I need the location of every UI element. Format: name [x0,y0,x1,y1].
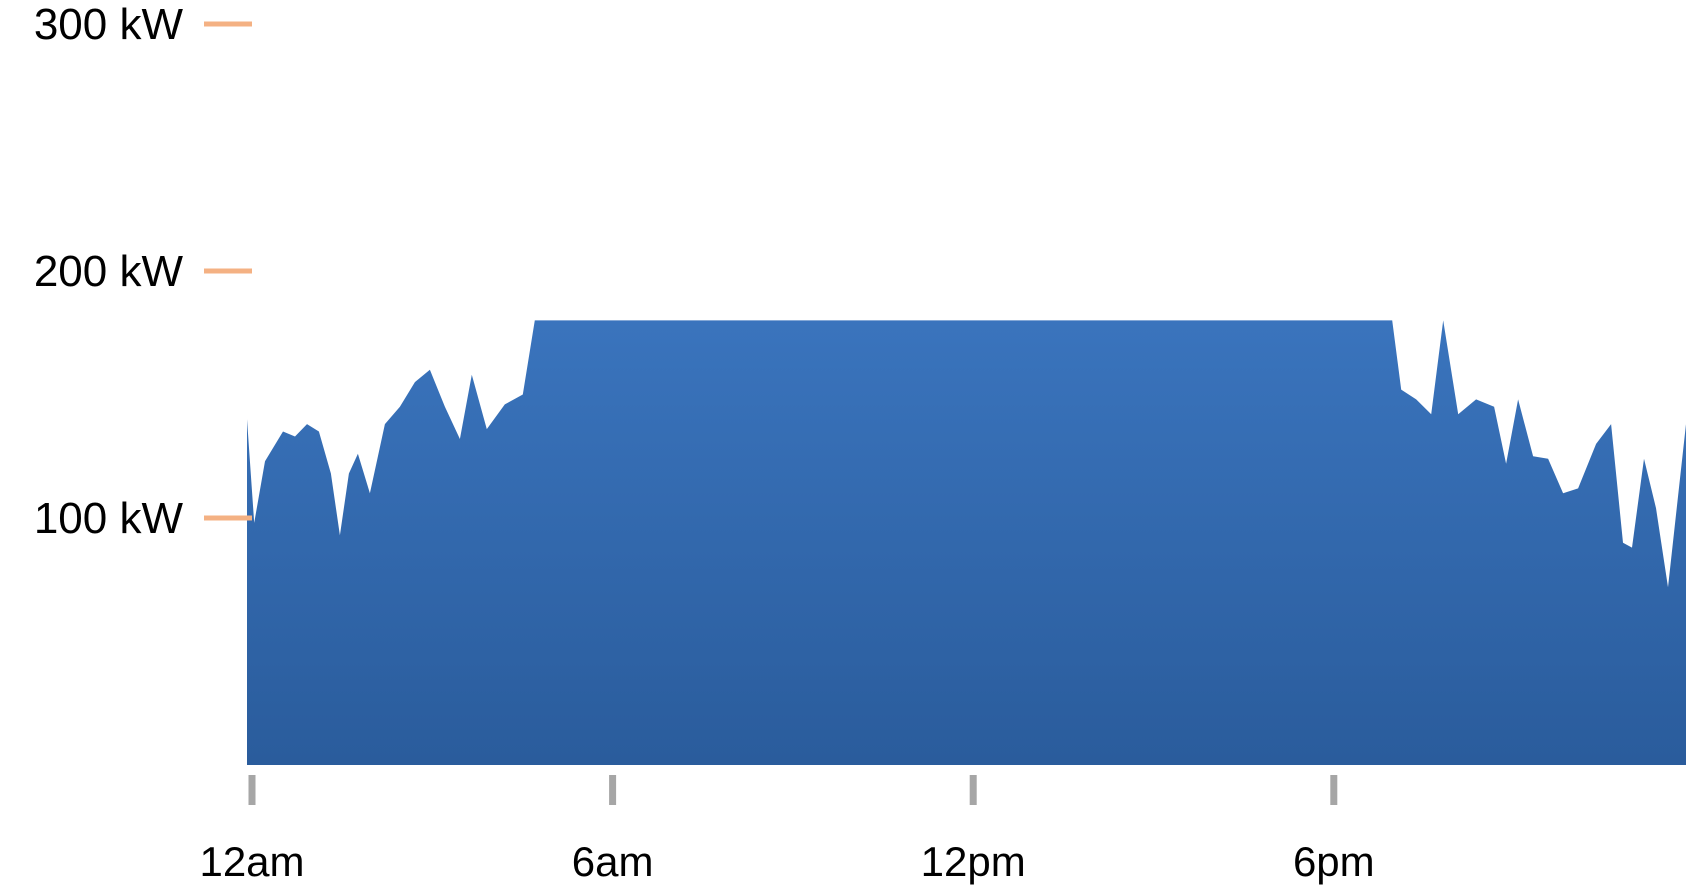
y-axis: 300 kW 200 kW 100 kW [34,0,252,543]
y-tick-label: 100 kW [34,494,184,543]
y-tick-label: 200 kW [34,247,184,296]
x-tick-label: 6am [572,838,654,885]
x-tick-label: 12am [199,838,304,885]
y-tick-label: 300 kW [34,0,184,49]
x-tick-label: 12pm [921,838,1026,885]
x-axis: 12am 6am 12pm 6pm [199,775,1375,885]
series-area-0 [247,320,1686,765]
area-layer [247,320,1686,765]
x-tick-label: 6pm [1293,838,1375,885]
